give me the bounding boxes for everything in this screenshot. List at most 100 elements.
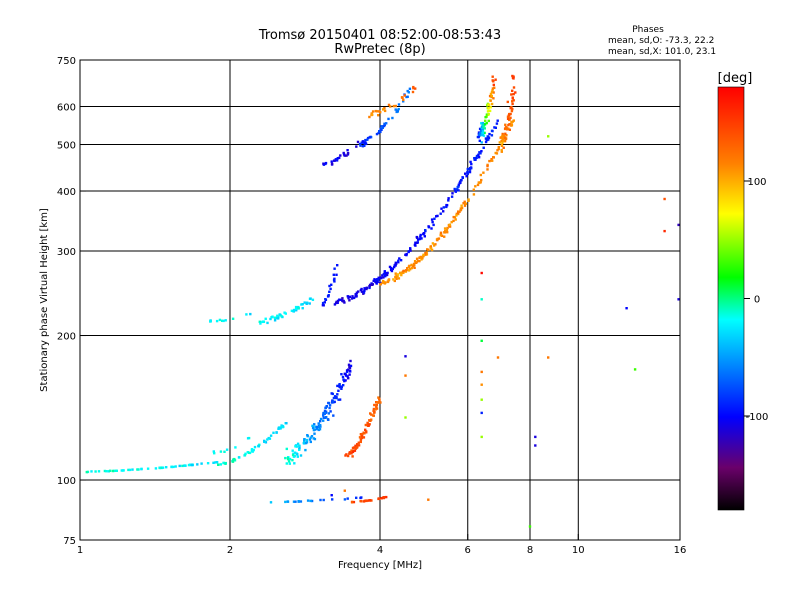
data-point bbox=[512, 86, 516, 89]
data-point bbox=[480, 339, 483, 342]
data-point bbox=[234, 446, 237, 449]
data-point bbox=[293, 451, 297, 454]
data-point bbox=[496, 149, 499, 152]
data-point bbox=[370, 282, 373, 285]
data-point bbox=[319, 420, 322, 423]
data-point bbox=[277, 317, 280, 320]
data-point bbox=[502, 139, 505, 143]
data-point bbox=[291, 453, 295, 457]
data-point bbox=[481, 128, 484, 132]
data-point bbox=[385, 495, 388, 499]
data-point bbox=[481, 121, 485, 125]
data-point bbox=[364, 499, 367, 502]
data-point bbox=[400, 273, 403, 277]
data-point bbox=[487, 138, 490, 141]
data-point bbox=[419, 235, 422, 238]
data-point bbox=[322, 414, 325, 417]
data-point bbox=[299, 454, 303, 457]
data-point bbox=[461, 176, 464, 179]
data-point bbox=[387, 103, 391, 107]
data-point bbox=[330, 160, 333, 163]
data-point bbox=[219, 463, 222, 466]
data-point bbox=[394, 108, 397, 111]
data-point bbox=[346, 454, 350, 458]
data-point bbox=[336, 264, 339, 267]
data-point bbox=[357, 444, 361, 447]
data-point bbox=[200, 462, 203, 465]
data-point bbox=[266, 321, 269, 325]
phases-o-stats: mean, sd,O: -73.3, 22.2 bbox=[608, 36, 714, 46]
data-point bbox=[174, 465, 177, 468]
data-point bbox=[363, 289, 366, 292]
data-point bbox=[450, 220, 453, 224]
data-point bbox=[303, 438, 306, 441]
data-point bbox=[377, 131, 380, 135]
data-point bbox=[475, 154, 479, 158]
data-point bbox=[257, 444, 260, 448]
data-point bbox=[468, 168, 472, 171]
data-point bbox=[277, 315, 280, 319]
data-point bbox=[499, 136, 502, 139]
data-point bbox=[403, 94, 406, 97]
data-point bbox=[457, 189, 460, 192]
data-point bbox=[424, 252, 427, 255]
data-point bbox=[377, 114, 380, 117]
data-point bbox=[305, 438, 309, 442]
data-point bbox=[464, 202, 468, 205]
data-point bbox=[443, 231, 446, 234]
data-point bbox=[375, 110, 379, 113]
data-point bbox=[300, 303, 303, 306]
data-point bbox=[294, 500, 297, 503]
data-point bbox=[324, 161, 328, 165]
data-point bbox=[478, 127, 482, 131]
data-point bbox=[373, 403, 376, 407]
data-point bbox=[477, 153, 480, 156]
data-point bbox=[455, 214, 458, 217]
data-point bbox=[377, 497, 380, 500]
data-point bbox=[365, 431, 368, 434]
data-point bbox=[276, 314, 279, 317]
y-tick-label: 200 bbox=[57, 332, 76, 343]
data-point bbox=[486, 104, 489, 107]
data-point bbox=[383, 271, 386, 274]
data-point bbox=[399, 259, 403, 262]
data-point bbox=[355, 145, 358, 148]
data-point bbox=[460, 204, 463, 207]
data-point bbox=[368, 285, 371, 288]
data-point bbox=[392, 104, 395, 108]
data-point bbox=[161, 466, 165, 469]
data-point bbox=[115, 469, 118, 472]
data-point bbox=[371, 110, 375, 113]
data-point bbox=[418, 237, 422, 241]
data-point bbox=[395, 274, 398, 277]
data-point bbox=[504, 123, 507, 126]
data-point bbox=[374, 109, 377, 113]
data-point bbox=[379, 401, 382, 404]
data-point bbox=[405, 95, 408, 99]
data-point bbox=[317, 425, 321, 429]
data-point bbox=[490, 102, 494, 106]
y-tick-label: 500 bbox=[57, 141, 76, 152]
chart-title: Tromsø 20150401 08:52:00-08:53:43 bbox=[258, 28, 501, 43]
data-point bbox=[677, 223, 680, 227]
data-point bbox=[490, 158, 493, 161]
data-point bbox=[313, 432, 316, 435]
data-point bbox=[317, 422, 320, 425]
data-point bbox=[402, 100, 405, 103]
data-point bbox=[463, 200, 466, 203]
data-point bbox=[429, 245, 432, 248]
data-point bbox=[206, 462, 210, 465]
data-point bbox=[485, 138, 488, 141]
data-point bbox=[414, 241, 417, 244]
data-point bbox=[492, 156, 495, 159]
data-point bbox=[374, 280, 377, 283]
data-point bbox=[271, 315, 274, 318]
data-point bbox=[127, 468, 130, 472]
data-point bbox=[500, 139, 503, 143]
data-point bbox=[341, 300, 345, 303]
data-point bbox=[285, 462, 288, 465]
data-point bbox=[365, 287, 368, 291]
data-point bbox=[511, 102, 514, 106]
data-point bbox=[420, 237, 423, 240]
data-point bbox=[470, 162, 473, 166]
